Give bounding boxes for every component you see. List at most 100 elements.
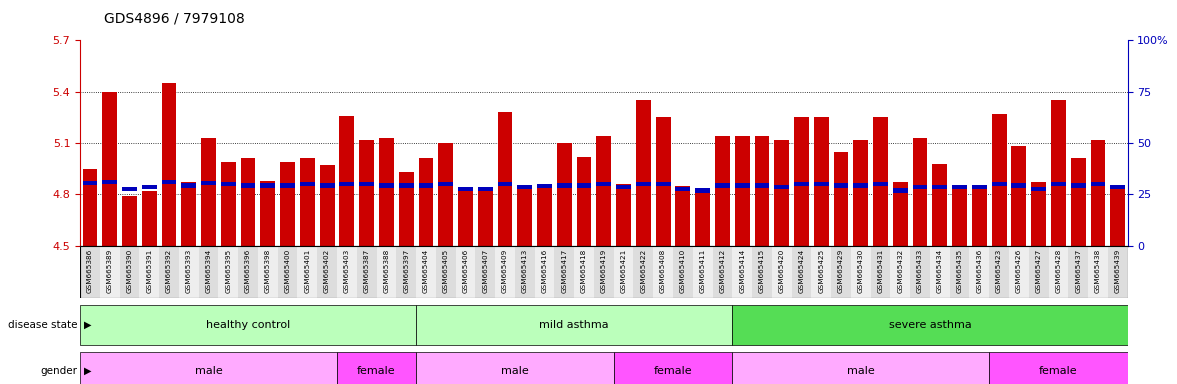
- Text: male: male: [194, 366, 222, 376]
- Text: GSM665411: GSM665411: [699, 248, 706, 293]
- Bar: [455, 246, 476, 298]
- Text: GSM665405: GSM665405: [443, 248, 448, 293]
- Bar: [633, 246, 653, 298]
- Text: GSM665401: GSM665401: [305, 248, 311, 293]
- Bar: [141, 185, 157, 189]
- Bar: [577, 157, 592, 246]
- Bar: [357, 246, 377, 298]
- Bar: [912, 185, 927, 189]
- Text: healthy control: healthy control: [206, 320, 291, 330]
- Bar: [339, 116, 354, 246]
- Text: GSM665398: GSM665398: [265, 248, 271, 293]
- Bar: [415, 246, 435, 298]
- Bar: [359, 140, 374, 246]
- Bar: [774, 140, 789, 246]
- Bar: [972, 186, 986, 246]
- Bar: [419, 183, 433, 187]
- Bar: [159, 246, 179, 298]
- Bar: [1029, 246, 1049, 298]
- Bar: [732, 246, 752, 298]
- Bar: [597, 136, 611, 246]
- Bar: [181, 183, 197, 187]
- Text: GSM665438: GSM665438: [1095, 248, 1100, 293]
- Bar: [656, 118, 671, 246]
- Bar: [813, 182, 829, 186]
- Bar: [989, 246, 1009, 298]
- Bar: [201, 138, 215, 246]
- Text: GSM665400: GSM665400: [285, 248, 291, 293]
- Text: GSM665397: GSM665397: [404, 248, 410, 293]
- Bar: [932, 164, 947, 246]
- Bar: [379, 183, 394, 187]
- Bar: [772, 246, 792, 298]
- Bar: [893, 182, 907, 246]
- Bar: [496, 246, 514, 298]
- Bar: [594, 246, 613, 298]
- Text: GSM665433: GSM665433: [917, 248, 923, 293]
- Bar: [912, 138, 927, 246]
- Text: GSM665417: GSM665417: [561, 248, 567, 293]
- Bar: [1088, 246, 1108, 298]
- Bar: [616, 185, 631, 189]
- Bar: [932, 185, 947, 189]
- Bar: [221, 162, 235, 246]
- Text: GSM665430: GSM665430: [858, 248, 864, 293]
- Text: GSM665386: GSM665386: [87, 248, 93, 293]
- Bar: [873, 182, 887, 186]
- Text: male: male: [847, 366, 875, 376]
- Bar: [910, 246, 930, 298]
- Bar: [300, 182, 314, 186]
- Bar: [438, 143, 453, 246]
- Text: GSM665409: GSM665409: [501, 248, 508, 293]
- Bar: [972, 185, 986, 189]
- Bar: [1108, 246, 1128, 298]
- Bar: [280, 162, 295, 246]
- Text: GSM665435: GSM665435: [957, 248, 963, 293]
- Bar: [498, 112, 512, 246]
- Bar: [419, 159, 433, 246]
- Bar: [201, 181, 215, 185]
- Bar: [754, 183, 770, 187]
- Bar: [141, 191, 157, 246]
- Bar: [557, 183, 572, 187]
- Text: GSM665425: GSM665425: [818, 248, 824, 293]
- Bar: [161, 180, 177, 184]
- Bar: [399, 172, 413, 246]
- Bar: [557, 143, 572, 246]
- Bar: [656, 182, 671, 186]
- Text: GSM665426: GSM665426: [1016, 248, 1022, 293]
- Bar: [537, 184, 552, 189]
- Text: GSM665419: GSM665419: [600, 248, 607, 293]
- Bar: [853, 140, 869, 246]
- Text: GSM665421: GSM665421: [620, 248, 626, 293]
- Bar: [1031, 187, 1046, 191]
- Text: GSM665434: GSM665434: [937, 248, 943, 293]
- Bar: [476, 246, 496, 298]
- Text: GSM665388: GSM665388: [384, 248, 390, 293]
- Bar: [554, 246, 574, 298]
- Bar: [1110, 185, 1125, 189]
- Text: mild asthma: mild asthma: [539, 320, 609, 330]
- Bar: [734, 136, 750, 246]
- Text: GSM665414: GSM665414: [739, 248, 745, 293]
- Text: GSM665429: GSM665429: [838, 248, 844, 293]
- Bar: [1071, 183, 1085, 187]
- Bar: [80, 246, 100, 298]
- Bar: [1110, 186, 1125, 246]
- Text: GSM665416: GSM665416: [541, 248, 547, 293]
- Bar: [696, 191, 710, 246]
- Text: GDS4896 / 7979108: GDS4896 / 7979108: [104, 12, 245, 25]
- Bar: [298, 246, 318, 298]
- Text: gender: gender: [41, 366, 78, 376]
- Bar: [794, 182, 809, 186]
- Bar: [280, 183, 295, 187]
- Bar: [873, 118, 887, 246]
- Text: ▶: ▶: [84, 320, 91, 330]
- Bar: [774, 185, 789, 189]
- Text: female: female: [653, 366, 692, 376]
- Bar: [950, 246, 970, 298]
- Bar: [613, 246, 633, 298]
- Bar: [318, 246, 337, 298]
- Bar: [851, 246, 871, 298]
- Bar: [833, 183, 849, 187]
